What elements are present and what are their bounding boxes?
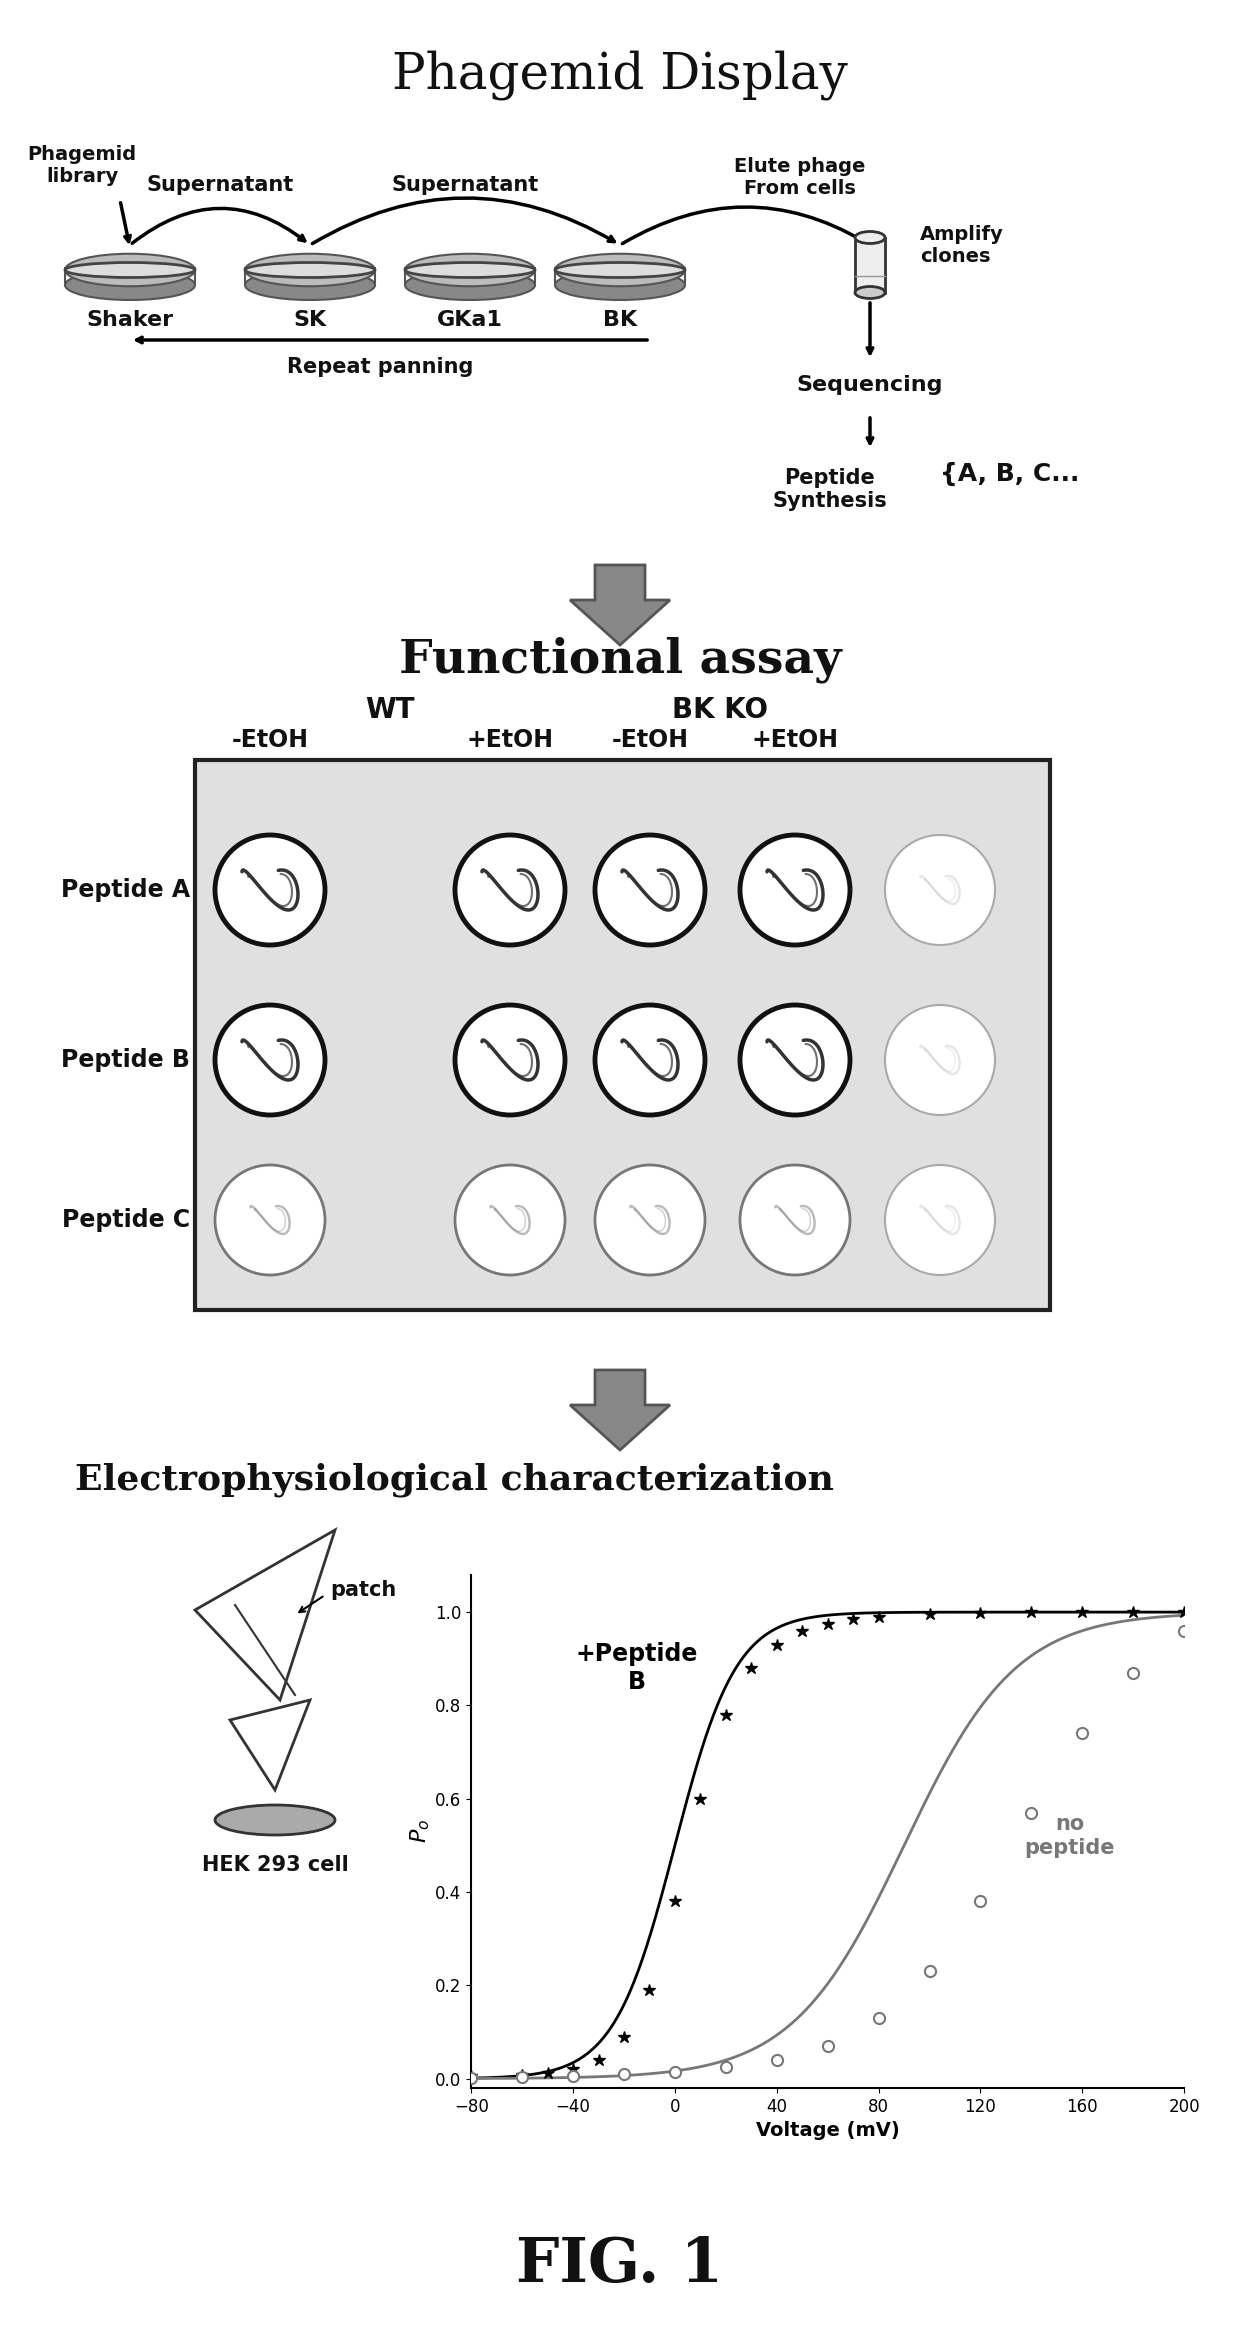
Ellipse shape: [595, 1164, 706, 1276]
Ellipse shape: [246, 271, 374, 301]
Ellipse shape: [556, 271, 684, 301]
Ellipse shape: [405, 264, 534, 278]
Ellipse shape: [455, 1164, 565, 1276]
Ellipse shape: [405, 271, 534, 301]
FancyArrow shape: [570, 1369, 670, 1451]
Ellipse shape: [556, 264, 684, 278]
Ellipse shape: [740, 1006, 849, 1115]
Ellipse shape: [885, 1164, 994, 1276]
Ellipse shape: [885, 1006, 994, 1115]
Text: GKa1: GKa1: [436, 310, 503, 329]
Ellipse shape: [595, 1006, 706, 1115]
Ellipse shape: [455, 1006, 565, 1115]
X-axis label: Voltage (mV): Voltage (mV): [756, 2121, 899, 2139]
Text: Supernatant: Supernatant: [146, 175, 294, 196]
Text: Phagemid Display: Phagemid Display: [392, 49, 848, 100]
Text: +Peptide
B: +Peptide B: [575, 1642, 698, 1694]
Ellipse shape: [246, 254, 374, 287]
Ellipse shape: [215, 1006, 325, 1115]
Ellipse shape: [215, 1164, 325, 1276]
Ellipse shape: [740, 835, 849, 945]
Ellipse shape: [856, 287, 885, 299]
Ellipse shape: [246, 264, 374, 278]
Text: -EtOH: -EtOH: [232, 728, 309, 751]
Ellipse shape: [595, 835, 706, 945]
Polygon shape: [229, 1701, 310, 1789]
Text: Peptide C: Peptide C: [62, 1208, 190, 1232]
Bar: [856, 238, 885, 292]
Ellipse shape: [215, 835, 325, 945]
Text: patch: patch: [330, 1579, 397, 1600]
Text: WT: WT: [366, 695, 414, 723]
Text: FIG. 1: FIG. 1: [516, 2235, 724, 2296]
Y-axis label: $P_o$: $P_o$: [409, 1820, 433, 1843]
Text: Amplify
clones: Amplify clones: [920, 224, 1003, 266]
Text: Peptide A: Peptide A: [61, 877, 190, 903]
Text: {A, B, C...: {A, B, C...: [940, 462, 1079, 485]
Text: SK: SK: [294, 310, 326, 329]
Ellipse shape: [64, 254, 195, 287]
Text: no
peptide: no peptide: [1024, 1815, 1115, 1857]
Text: BK: BK: [603, 310, 637, 329]
Text: Functional assay: Functional assay: [399, 637, 841, 684]
Text: Elute phage
From cells: Elute phage From cells: [734, 159, 866, 198]
Text: Phagemid
library: Phagemid library: [27, 145, 136, 187]
Text: Electrophysiological characterization: Electrophysiological characterization: [74, 1463, 835, 1498]
Ellipse shape: [885, 835, 994, 945]
Bar: [195, 761, 1050, 1311]
Ellipse shape: [64, 271, 195, 301]
Text: HEK 293 cell: HEK 293 cell: [202, 1855, 348, 1876]
Text: Shaker: Shaker: [87, 310, 174, 329]
Ellipse shape: [740, 1164, 849, 1276]
Ellipse shape: [856, 231, 885, 243]
Ellipse shape: [556, 254, 684, 287]
Polygon shape: [195, 1530, 335, 1701]
Ellipse shape: [405, 254, 534, 287]
Text: +EtOH: +EtOH: [466, 728, 553, 751]
Text: Supernatant: Supernatant: [392, 175, 538, 196]
FancyArrow shape: [570, 565, 670, 644]
Text: BK KO: BK KO: [672, 695, 768, 723]
Text: Peptide B: Peptide B: [61, 1048, 190, 1071]
Text: Peptide
Synthesis: Peptide Synthesis: [773, 469, 888, 511]
Ellipse shape: [64, 264, 195, 278]
Text: +EtOH: +EtOH: [751, 728, 838, 751]
Ellipse shape: [455, 835, 565, 945]
Text: -EtOH: -EtOH: [611, 728, 688, 751]
Text: Repeat panning: Repeat panning: [286, 357, 474, 378]
Ellipse shape: [215, 1806, 335, 1836]
Text: Sequencing: Sequencing: [797, 376, 944, 394]
